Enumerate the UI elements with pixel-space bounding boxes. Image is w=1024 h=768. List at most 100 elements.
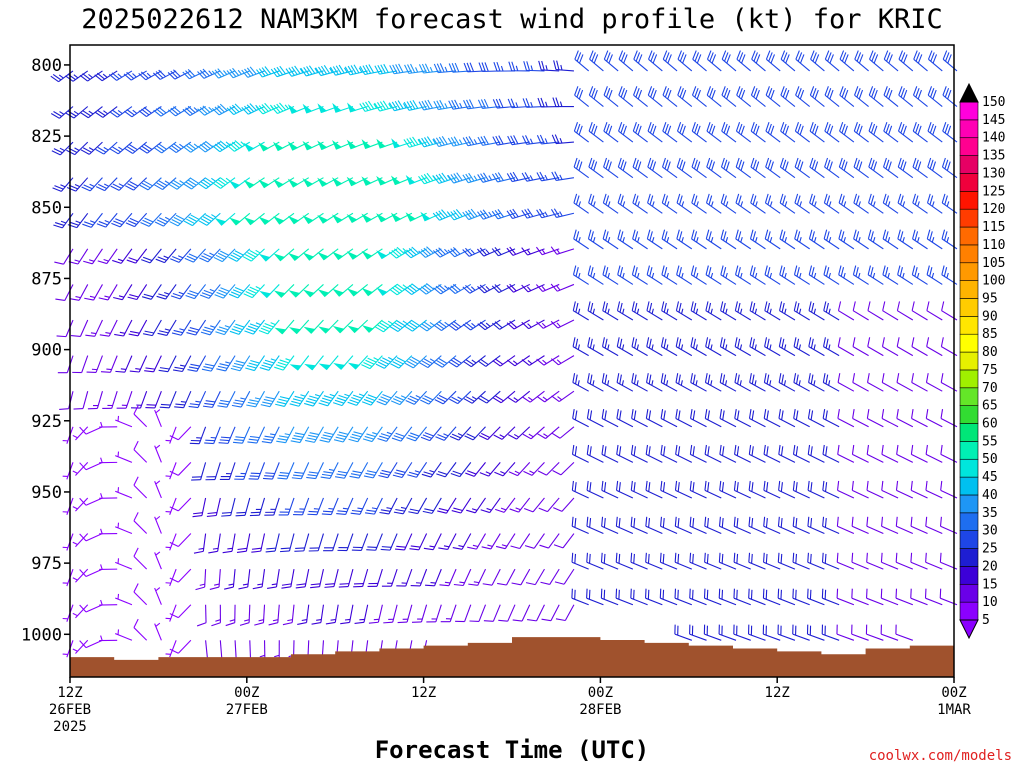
wind-barb: [361, 284, 383, 297]
wind-barb: [647, 193, 663, 214]
wind-barb: [823, 193, 840, 214]
wind-barb: [172, 355, 192, 373]
wind-barb: [80, 141, 103, 155]
wind-barb: [571, 444, 589, 463]
wind-barb: [675, 444, 693, 463]
colorbar-swatch: [959, 208, 979, 228]
wind-barb: [704, 373, 722, 392]
wind-barb: [127, 284, 148, 301]
wind-barb: [750, 193, 766, 214]
wind-barb: [304, 390, 324, 407]
wind-barb: [521, 208, 545, 219]
wind-barb: [409, 533, 428, 551]
wind-barb: [133, 583, 148, 606]
wind-barb: [703, 588, 722, 606]
wind-barb: [763, 444, 781, 463]
colorbar-label: 30: [982, 524, 998, 539]
wind-barb: [927, 86, 943, 107]
wind-barb: [661, 265, 678, 285]
wind-barb: [823, 301, 840, 321]
colorbar-swatch: [959, 244, 979, 264]
wind-barb: [492, 135, 516, 146]
wind-barb: [97, 248, 118, 265]
wind-barb: [59, 391, 74, 410]
wind-barb: [448, 99, 471, 110]
wind-barb: [381, 568, 398, 587]
wind-barb: [72, 355, 89, 374]
wind-barb: [675, 337, 693, 357]
wind-barb: [323, 533, 339, 552]
wind-barb: [630, 516, 648, 535]
wind-barb: [259, 355, 280, 371]
wind-barb: [376, 248, 398, 260]
wind-barb: [165, 604, 177, 622]
colorbar-swatch: [959, 155, 979, 174]
wind-barb: [553, 533, 575, 549]
wind-barb: [521, 283, 545, 293]
wind-barb: [552, 97, 574, 108]
wind-barb: [507, 390, 531, 403]
wind-barb: [794, 121, 811, 143]
wind-barb: [777, 588, 796, 606]
wind-barb: [822, 373, 840, 392]
wind-barb: [600, 588, 619, 606]
wind-barb: [925, 516, 943, 535]
wind-barb: [447, 283, 472, 295]
wind-barb: [942, 86, 958, 107]
y-tick-label: 1000: [21, 625, 62, 645]
wind-barb: [571, 552, 589, 570]
wind-barb: [837, 337, 855, 357]
wind-barb: [199, 284, 221, 299]
wind-barb: [108, 70, 133, 81]
wind-barb: [242, 248, 265, 262]
wind-barb: [836, 516, 855, 535]
wind-barb: [434, 390, 457, 405]
wind-barb: [418, 282, 442, 295]
wind-barb: [631, 373, 648, 392]
wind-barb: [109, 106, 133, 118]
wind-barb: [153, 141, 177, 154]
wind-barb: [205, 462, 221, 481]
wind-barb: [809, 86, 825, 107]
wind-barb: [289, 390, 310, 407]
wind-barb: [719, 409, 737, 428]
wind-barb: [62, 426, 74, 444]
wind-barb: [493, 61, 516, 72]
wind-barb: [238, 569, 251, 590]
wind-barb: [524, 497, 545, 513]
wind-barb: [704, 552, 722, 570]
wind-barb: [69, 284, 89, 301]
wind-barb: [690, 373, 707, 392]
wind-barb: [197, 140, 221, 153]
wind-barb: [288, 284, 310, 298]
wind-barb: [630, 588, 648, 606]
wind-barb: [245, 355, 265, 372]
wind-barb: [807, 552, 825, 570]
wind-barb: [243, 141, 265, 152]
wind-barb: [553, 60, 574, 72]
wind-barb: [321, 497, 339, 516]
colorbar-swatch: [959, 423, 979, 442]
wind-barb: [941, 229, 958, 250]
wind-barb: [854, 50, 869, 72]
wind-barb: [82, 212, 103, 228]
wind-barb: [79, 568, 103, 577]
colorbar-label: 25: [982, 542, 998, 557]
wind-barb: [838, 265, 855, 285]
wind-barb: [718, 516, 737, 535]
wind-barb: [141, 284, 162, 300]
colorbar-swatch: [959, 601, 979, 621]
wind-barb: [734, 373, 751, 392]
wind-barb: [571, 516, 589, 535]
wind-barb: [115, 355, 133, 373]
wind-barb: [866, 480, 884, 499]
wind-barb: [588, 121, 604, 143]
wind-barb: [288, 248, 310, 262]
wind-barb: [361, 390, 383, 406]
wind-barb: [705, 265, 722, 285]
wind-barb: [335, 462, 354, 479]
wind-barb: [258, 212, 280, 225]
plot-frame: [69, 44, 955, 678]
wind-barb: [942, 121, 958, 143]
